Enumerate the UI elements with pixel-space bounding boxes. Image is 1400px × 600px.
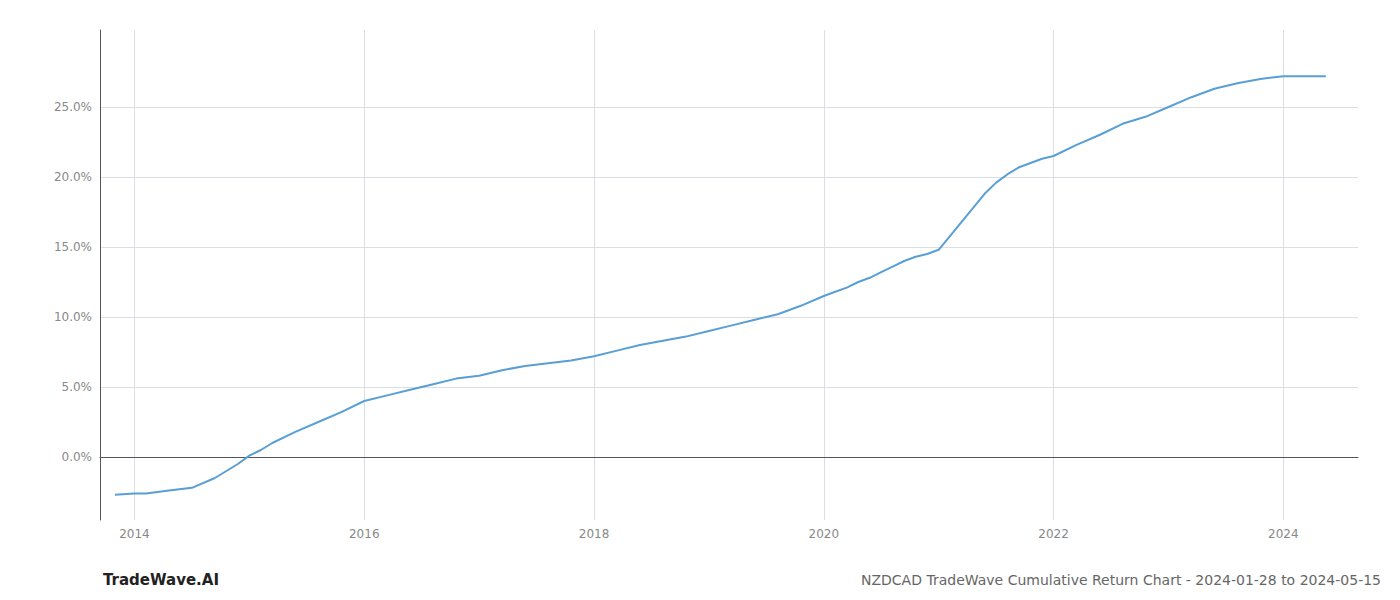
- svg-text:2022: 2022: [1038, 527, 1069, 541]
- svg-text:2014: 2014: [119, 527, 150, 541]
- svg-text:2020: 2020: [809, 527, 840, 541]
- svg-text:5.0%: 5.0%: [62, 380, 93, 394]
- svg-text:2018: 2018: [579, 527, 610, 541]
- svg-text:10.0%: 10.0%: [54, 310, 92, 324]
- svg-text:20.0%: 20.0%: [54, 170, 92, 184]
- svg-text:0.0%: 0.0%: [62, 450, 93, 464]
- svg-text:2024: 2024: [1268, 527, 1299, 541]
- svg-text:2016: 2016: [349, 527, 380, 541]
- svg-text:15.0%: 15.0%: [54, 240, 92, 254]
- svg-text:NZDCAD TradeWave Cumulative Re: NZDCAD TradeWave Cumulative Return Chart…: [861, 572, 1381, 588]
- svg-text:TradeWave.AI: TradeWave.AI: [103, 571, 219, 589]
- svg-text:25.0%: 25.0%: [54, 100, 92, 114]
